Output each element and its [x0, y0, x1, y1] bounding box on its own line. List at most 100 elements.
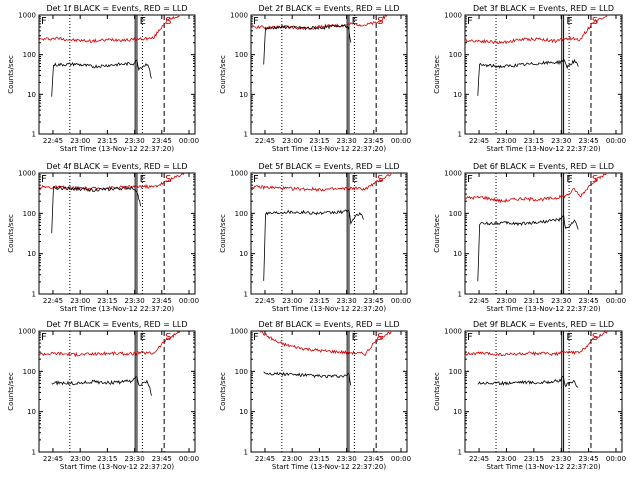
x-tick-label: 00:00: [606, 455, 626, 463]
x-tick-label: 22:45: [255, 137, 275, 145]
x-tick-label: 23:15: [97, 297, 117, 305]
marker-e: E: [352, 16, 358, 27]
x-tick-label: 23:45: [364, 455, 384, 463]
y-tick-label: 1: [32, 449, 36, 457]
marker-e: E: [566, 174, 572, 185]
x-tick-label: 23:45: [364, 297, 384, 305]
x-axis-label: Start Time (13-Nov-12 22:37:20): [272, 463, 386, 471]
x-axis-label: Start Time (13-Nov-12 22:37:20): [60, 145, 174, 153]
x-tick-label: 22:45: [469, 137, 489, 145]
y-tick-label: 10: [27, 250, 36, 258]
x-tick-label: 23:30: [551, 137, 571, 145]
x-tick-label: 22:45: [469, 297, 489, 305]
x-axis-label: Start Time (13-Nov-12 22:37:20): [272, 145, 386, 153]
marker-f: F: [41, 16, 47, 27]
x-axis-label: Start Time (13-Nov-12 22:37:20): [60, 463, 174, 471]
marker-s: S: [592, 174, 598, 185]
y-axis-label: Counts/sec: [7, 55, 15, 94]
marker-f: F: [253, 332, 259, 343]
y-tick-label: 1000: [444, 170, 462, 178]
y-tick-label: 1: [32, 131, 36, 139]
lld-series-line: [39, 330, 181, 358]
y-tick-label: 10: [453, 408, 462, 416]
panel-5: Det 5f BLACK = Events, RED = LLD 1 10 100 10…: [219, 162, 411, 313]
events-series-line: [477, 214, 579, 282]
x-tick-label: 23:00: [496, 137, 516, 145]
panel-title: Det 1f BLACK = Events, RED = LLD: [46, 4, 187, 13]
y-axis-label: Counts/sec: [7, 372, 15, 411]
y-tick-label: 1000: [18, 170, 36, 178]
x-tick-label: 23:30: [337, 455, 357, 463]
x-tick-label: 23:30: [337, 297, 357, 305]
events-series-line: [477, 58, 579, 96]
marker-s: S: [165, 332, 171, 343]
marker-f: F: [253, 16, 259, 27]
plot-frame: [38, 172, 196, 295]
x-tick-label: 22:45: [469, 455, 489, 463]
x-tick-label: 23:00: [282, 137, 302, 145]
lld-series-line: [464, 172, 608, 204]
x-tick-label: 23:30: [551, 297, 571, 305]
plot-frame: [250, 14, 408, 135]
y-tick-label: 1000: [18, 328, 36, 336]
x-tick-label: 23:30: [551, 455, 571, 463]
panel-2: Det 2f BLACK = Events, RED = LLD 1 10 100 10…: [219, 4, 411, 153]
x-axis-label: Start Time (13-Nov-12 22:37:20): [486, 463, 600, 471]
x-tick-label: 00:00: [606, 137, 626, 145]
y-tick-label: 1: [244, 131, 248, 139]
y-tick-label: 1: [458, 291, 462, 299]
y-tick-label: 100: [449, 210, 462, 218]
marker-e: E: [140, 174, 146, 185]
panel-title: Det 5f BLACK = Events, RED = LLD: [258, 162, 399, 171]
panel-7: Det 7f BLACK = Events, RED = LLD 1 10 100 10…: [7, 320, 199, 471]
plot-frame: [250, 172, 408, 295]
y-tick-label: 10: [239, 250, 248, 258]
x-tick-label: 22:45: [43, 137, 63, 145]
y-tick-label: 1: [458, 131, 462, 139]
y-axis-label: Counts/sec: [433, 214, 441, 253]
lld-series-line: [250, 172, 393, 192]
x-tick-label: 00:00: [179, 455, 199, 463]
y-axis-label: Counts/sec: [219, 214, 227, 253]
lld-series-line: [260, 330, 393, 356]
x-tick-label: 23:30: [125, 455, 145, 463]
y-tick-label: 100: [235, 368, 248, 376]
y-tick-label: 1000: [230, 170, 248, 178]
x-tick-label: 23:45: [152, 137, 172, 145]
y-tick-label: 1000: [18, 12, 36, 20]
x-tick-label: 22:45: [255, 455, 275, 463]
events-series-line: [263, 23, 352, 65]
plot-frame: [464, 14, 623, 135]
y-tick-label: 1: [458, 449, 462, 457]
y-tick-label: 100: [235, 51, 248, 59]
y-tick-label: 1000: [230, 12, 248, 20]
x-tick-label: 00:00: [391, 455, 411, 463]
x-tick-label: 23:30: [125, 137, 145, 145]
x-tick-label: 23:15: [524, 455, 544, 463]
y-tick-label: 1000: [230, 328, 248, 336]
y-axis-label: Counts/sec: [219, 372, 227, 411]
x-axis-label: Start Time (13-Nov-12 22:37:20): [60, 305, 174, 313]
x-tick-label: 23:15: [309, 455, 329, 463]
y-tick-label: 100: [23, 210, 36, 218]
panel-title: Det 3f BLACK = Events, RED = LLD: [473, 4, 614, 13]
x-tick-label: 23:15: [97, 137, 117, 145]
y-tick-label: 10: [239, 408, 248, 416]
marker-s: S: [165, 16, 171, 27]
events-series-line: [263, 209, 364, 281]
y-tick-label: 100: [23, 368, 36, 376]
y-axis-label: Counts/sec: [433, 55, 441, 94]
plot-frame: [464, 330, 623, 453]
x-tick-label: 00:00: [391, 137, 411, 145]
x-tick-label: 23:00: [496, 297, 516, 305]
x-tick-label: 23:00: [70, 137, 90, 145]
panel-title: Det 2f BLACK = Events, RED = LLD: [258, 4, 399, 13]
x-tick-label: 23:45: [364, 137, 384, 145]
y-tick-label: 1: [244, 291, 248, 299]
plot-frame: [38, 330, 196, 453]
x-tick-label: 23:45: [152, 455, 172, 463]
plot-frame: [250, 330, 408, 453]
x-tick-label: 23:45: [578, 297, 598, 305]
x-tick-label: 23:30: [125, 297, 145, 305]
y-tick-label: 1000: [444, 328, 462, 336]
